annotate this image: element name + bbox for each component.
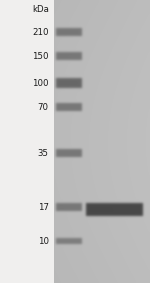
Text: 10: 10 [38, 237, 49, 246]
Text: 100: 100 [32, 79, 49, 88]
Text: 17: 17 [38, 203, 49, 212]
Text: 70: 70 [38, 103, 49, 112]
Text: 210: 210 [32, 28, 49, 37]
Text: 35: 35 [38, 149, 49, 158]
Text: kDa: kDa [32, 5, 49, 14]
Text: 150: 150 [32, 52, 49, 61]
